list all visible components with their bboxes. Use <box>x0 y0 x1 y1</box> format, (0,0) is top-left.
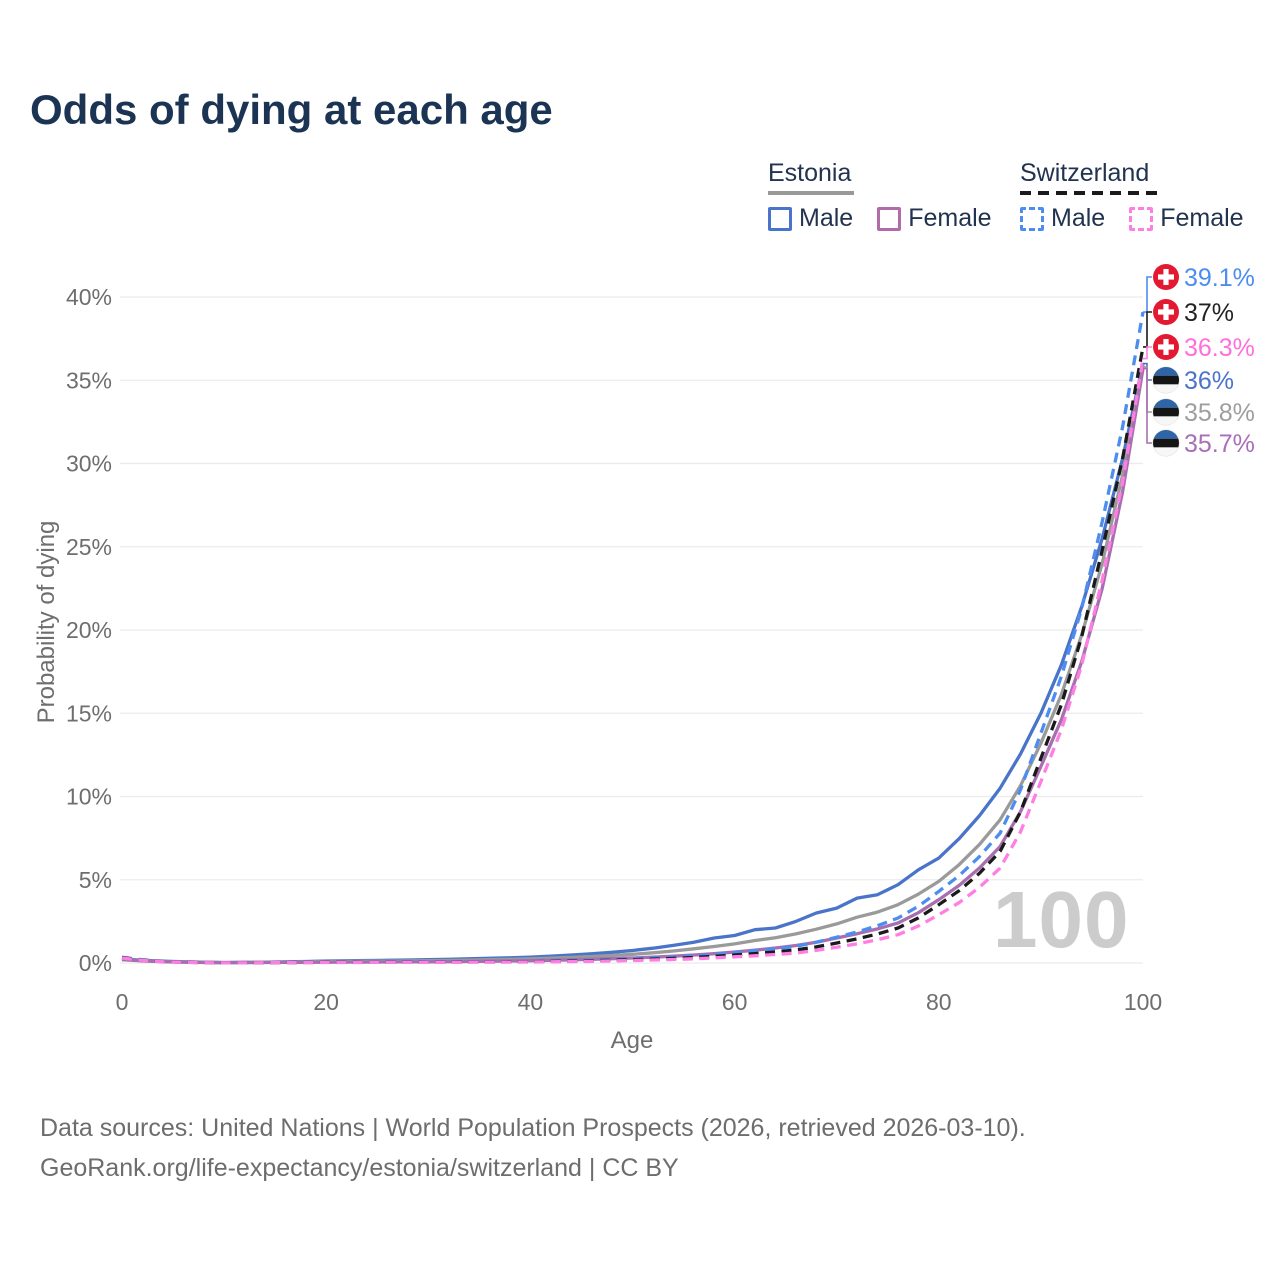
end-value-estonia-male: 36% <box>1184 367 1234 395</box>
estonia-flag-white-band <box>1153 416 1179 425</box>
estonia-flag-white-band <box>1153 384 1179 393</box>
footer-sources-line: Data sources: United Nations | World Pop… <box>40 1114 1026 1142</box>
x-tick-40: 40 <box>518 989 544 1015</box>
legend-group-switzerland: Switzerland Male Female <box>1020 160 1260 233</box>
switzerland-male-label: Male <box>1051 204 1106 232</box>
switzerland-male-swatch <box>1020 206 1044 231</box>
y-tick-35: 35% <box>66 367 112 393</box>
endlabel-connector-switzerland-male <box>1143 276 1152 313</box>
legend-item-estonia-male[interactable]: Male <box>768 204 853 233</box>
x-axis-title: Age <box>610 1027 654 1054</box>
legend-items-switzerland: Male Female <box>1020 204 1260 233</box>
y-axis-title: Probability of dying <box>33 520 60 724</box>
page-title: Odds of dying at each age <box>30 86 553 133</box>
estonia-flag-black-band <box>1153 438 1179 448</box>
y-tick-0: 0% <box>79 950 112 976</box>
x-tick-20: 20 <box>313 989 339 1015</box>
estonia-female-swatch <box>877 206 902 231</box>
footer-attribution-line: GeoRank.org/life-expectancy/estonia/swit… <box>40 1154 679 1182</box>
x-tick-100: 100 <box>1124 989 1162 1015</box>
swiss-flag-cross-h <box>1158 344 1174 350</box>
series-line-switzerland-both[interactable] <box>121 346 1145 965</box>
y-tick-5: 5% <box>79 867 112 893</box>
series-line-switzerland-female[interactable] <box>121 358 1145 965</box>
estonia-flag-black-band <box>1153 407 1179 417</box>
y-tick-30: 30% <box>66 451 112 477</box>
series-line-estonia-female[interactable] <box>121 368 1145 965</box>
estonia-flag-blue-band <box>1153 430 1179 439</box>
legend-group-estonia: Estonia Male Female <box>768 160 1008 233</box>
estonia-flag-white-band <box>1153 447 1179 456</box>
estonia-flag-black-band <box>1153 375 1179 385</box>
endlabel-connector-estonia-female <box>1143 367 1152 444</box>
estonia-male-label: Male <box>799 204 854 232</box>
y-tick-10: 10% <box>66 784 112 810</box>
y-tick-20: 20% <box>66 617 112 643</box>
switzerland-female-swatch <box>1129 206 1154 231</box>
legend-item-switzerland-female[interactable]: Female <box>1129 204 1244 233</box>
legend-title-estonia: Estonia <box>768 159 852 187</box>
series-line-estonia-both[interactable] <box>121 366 1145 965</box>
switzerland-linestyle-swatch <box>1020 191 1157 195</box>
y-tick-40: 40% <box>66 284 112 310</box>
swiss-flag-cross-h <box>1158 274 1174 280</box>
endlabel-connector-switzerland-female <box>1143 346 1152 360</box>
endlabel-connector-switzerland-both <box>1143 311 1152 348</box>
end-value-switzerland-female: 36.3% <box>1184 334 1255 362</box>
series-line-switzerland-male[interactable] <box>121 311 1145 965</box>
switzerland-female-label: Female <box>1160 204 1244 232</box>
legend-title-switzerland: Switzerland <box>1020 159 1150 187</box>
end-value-switzerland-male: 39.1% <box>1184 264 1255 292</box>
series-line-estonia-male[interactable] <box>121 363 1145 965</box>
estonia-male-swatch <box>768 206 792 231</box>
x-tick-60: 60 <box>722 989 748 1015</box>
footer: Data sources: United Nations | World Pop… <box>40 1108 1026 1188</box>
end-value-estonia-both: 35.8% <box>1184 399 1255 427</box>
legend-item-estonia-female[interactable]: Female <box>877 204 992 233</box>
end-value-estonia-female: 35.7% <box>1184 430 1255 458</box>
y-tick-25: 25% <box>66 534 112 560</box>
x-tick-80: 80 <box>926 989 952 1015</box>
estonia-flag-blue-band <box>1153 399 1179 408</box>
end-value-switzerland-both: 37% <box>1184 299 1234 327</box>
swiss-flag-cross-h <box>1158 309 1174 315</box>
estonia-linestyle-swatch <box>768 191 854 195</box>
legend-items-estonia: Male Female <box>768 204 1008 233</box>
y-tick-15: 15% <box>66 700 112 726</box>
estonia-flag-blue-band <box>1153 367 1179 376</box>
age-counter-watermark: 100 <box>993 875 1130 964</box>
estonia-female-label: Female <box>908 204 992 232</box>
x-tick-0: 0 <box>116 989 129 1015</box>
legend-item-switzerland-male[interactable]: Male <box>1020 204 1105 233</box>
